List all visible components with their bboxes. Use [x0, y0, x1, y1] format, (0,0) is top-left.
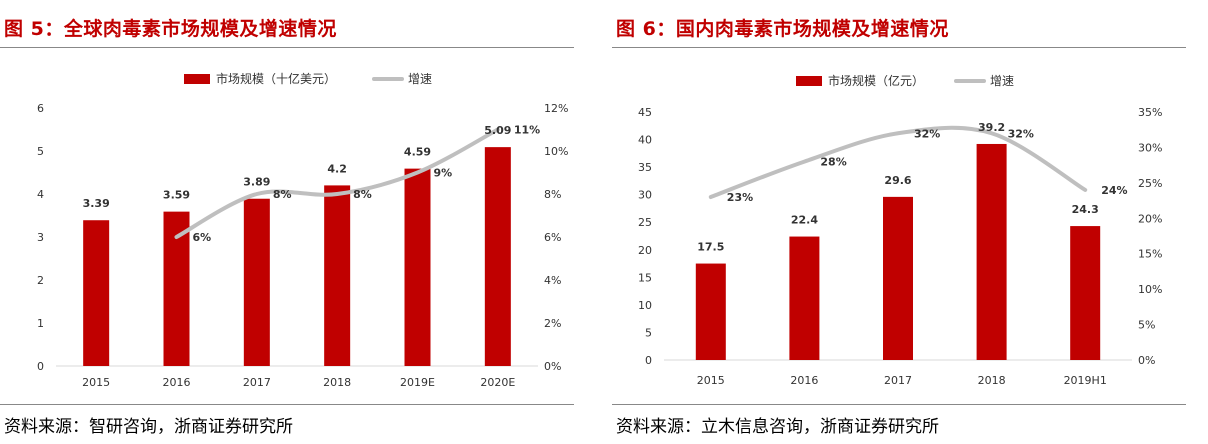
- legend-bar-label: 市场规模（亿元）: [828, 73, 924, 88]
- y-axis-tick-label: 25: [638, 216, 652, 229]
- x-axis-tick-label: 2019H1: [1064, 374, 1107, 387]
- y2-axis-tick-label: 20%: [1138, 212, 1162, 225]
- growth-value-label: 8%: [353, 188, 372, 201]
- figure-6-panel: 图 6：国内肉毒素市场规模及增速情况 市场规模（亿元） 增速 0 5 10 15 20 25 3…: [612, 0, 1204, 444]
- source-divider: [0, 404, 574, 405]
- y2-axis-tick-label: 25%: [1138, 177, 1162, 190]
- y2-axis-tick-label: 35%: [1138, 106, 1162, 119]
- y-axis-tick-label: 2: [37, 274, 44, 287]
- x-axis-tick-label: 2020E: [480, 376, 515, 389]
- y-axis-tick-label: 45: [638, 106, 652, 119]
- source-divider: [612, 404, 1186, 405]
- y2-axis-tick-label: 10%: [1138, 283, 1162, 296]
- figure-title: 图 6：国内肉毒素市场规模及增速情况: [616, 18, 949, 40]
- y2-axis-tick-label: 12%: [544, 102, 568, 115]
- y2-axis-tick-label: 15%: [1138, 248, 1162, 261]
- bar: [976, 143, 1007, 360]
- y-axis-tick-label: 35: [638, 161, 652, 174]
- y-axis-tick-label: 0: [645, 354, 652, 367]
- y2-axis-tick-label: 0%: [1138, 354, 1155, 367]
- growth-value-label: 32%: [914, 127, 940, 140]
- bar-value-label: 3.59: [163, 189, 190, 202]
- bar-value-label: 4.59: [404, 146, 431, 159]
- growth-value-label: 23%: [727, 191, 753, 204]
- bar: [695, 263, 726, 360]
- y-axis-tick-label: 15: [638, 271, 652, 284]
- growth-value-label: 28%: [820, 156, 846, 169]
- y-axis-tick-label: 30: [638, 189, 652, 202]
- growth-value-label: 9%: [434, 167, 453, 180]
- y-axis-tick-label: 4: [37, 188, 44, 201]
- bar: [883, 196, 913, 360]
- bar-value-label: 39.2: [978, 121, 1005, 134]
- y-axis-tick-label: 5: [645, 326, 652, 339]
- bar-value-label: 22.4: [791, 214, 818, 227]
- domestic-botox-market-chart: 市场规模（亿元） 增速 0 5 10 15 20 25 30 35 40 45 0% 5% 10% 15% 20…: [638, 73, 1162, 387]
- x-axis-tick-label: 2018: [978, 374, 1006, 387]
- growth-value-label: 11%: [514, 124, 540, 137]
- bar: [243, 198, 270, 366]
- x-axis-tick-label: 2016: [163, 376, 191, 389]
- growth-line: [708, 125, 1088, 200]
- growth-value-label: 24%: [1101, 184, 1127, 197]
- y2-axis-tick-label: 4%: [544, 274, 561, 287]
- growth-value-label: 6%: [193, 231, 212, 244]
- figure-5-panel: 图 5：全球肉毒素市场规模及增速情况 市场规模（十亿美元） 增速 0 1 2 3 4 5 6 0%…: [0, 0, 592, 444]
- legend-bar-swatch: [184, 74, 210, 84]
- bar-value-label: 5.09: [484, 124, 511, 137]
- bar: [324, 185, 351, 366]
- x-axis-tick-label: 2015: [82, 376, 110, 389]
- chart-area: 市场规模（十亿美元） 增速 0 1 2 3 4 5 6 0% 2% 4% 6% 8% 10% 12% 2015 2…: [0, 54, 574, 399]
- bar: [789, 236, 820, 360]
- bar-value-label: 17.5: [697, 241, 724, 254]
- chart-area: 市场规模（亿元） 增速 0 5 10 15 20 25 30 35 40 45 0% 5% 10% 15% 20…: [612, 54, 1186, 399]
- y2-axis-tick-label: 6%: [544, 231, 561, 244]
- bar-value-label: 24.3: [1072, 203, 1099, 216]
- y2-axis-tick-label: 5%: [1138, 319, 1155, 332]
- global-botox-market-chart: 市场规模（十亿美元） 增速 0 1 2 3 4 5 6 0% 2% 4% 6% 8% 10% 12% 2015 2…: [37, 71, 568, 389]
- growth-value-label: 8%: [273, 188, 292, 201]
- y2-axis-tick-label: 2%: [544, 317, 561, 330]
- x-axis-tick-label: 2017: [243, 376, 271, 389]
- bar-value-label: 3.89: [243, 176, 270, 189]
- x-axis-tick-label: 2017: [884, 374, 912, 387]
- legend-line-label: 增速: [990, 74, 1014, 88]
- y-axis-tick-label: 0: [37, 360, 44, 373]
- y-axis-tick-label: 20: [638, 244, 652, 257]
- x-axis-tick-label: 2018: [323, 376, 351, 389]
- legend-bar-label: 市场规模（十亿美元）: [216, 71, 336, 86]
- bar-value-label: 4.2: [327, 162, 347, 175]
- x-axis-tick-label: 2015: [697, 374, 725, 387]
- y-axis-tick-label: 3: [37, 231, 44, 244]
- y2-axis-tick-label: 8%: [544, 188, 561, 201]
- growth-value-label: 32%: [1008, 127, 1034, 140]
- bar-value-label: 3.39: [83, 197, 110, 210]
- y-axis-tick-label: 40: [638, 134, 652, 147]
- title-divider: [612, 47, 1186, 48]
- y2-axis-tick-label: 10%: [544, 145, 568, 158]
- source-note: 资料来源：立木信息咨询，浙商证券研究所: [616, 417, 939, 437]
- bar: [404, 168, 431, 366]
- y2-axis-tick-label: 30%: [1138, 141, 1162, 154]
- y-axis-tick-label: 10: [638, 299, 652, 312]
- bar: [83, 220, 110, 366]
- x-axis-tick-label: 2019E: [400, 376, 435, 389]
- bar: [484, 147, 511, 366]
- y-axis-tick-label: 5: [37, 145, 44, 158]
- y-axis-tick-label: 6: [37, 102, 44, 115]
- y-axis-tick-label: 1: [37, 317, 44, 330]
- bar-value-label: 29.6: [884, 174, 911, 187]
- x-axis-tick-label: 2016: [790, 374, 818, 387]
- legend-line-label: 增速: [408, 72, 432, 86]
- source-note: 资料来源：智研咨询，浙商证券研究所: [4, 417, 293, 437]
- y2-axis-tick-label: 0%: [544, 360, 561, 373]
- growth-line: [174, 127, 500, 239]
- bar: [1070, 226, 1101, 360]
- legend-bar-swatch: [796, 76, 822, 86]
- figure-title: 图 5：全球肉毒素市场规模及增速情况: [4, 18, 337, 40]
- title-divider: [0, 47, 574, 48]
